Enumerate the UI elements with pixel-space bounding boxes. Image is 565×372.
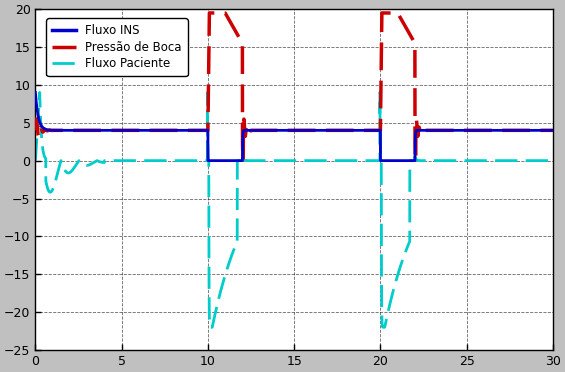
Legend: Fluxo INS, Pressão de Boca, Fluxo Paciente: Fluxo INS, Pressão de Boca, Fluxo Pacien… (46, 19, 188, 76)
